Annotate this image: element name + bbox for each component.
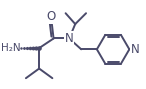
Text: O: O (47, 10, 56, 23)
Text: N: N (65, 32, 74, 45)
Text: H₂N: H₂N (1, 43, 20, 53)
Text: N: N (131, 43, 139, 56)
